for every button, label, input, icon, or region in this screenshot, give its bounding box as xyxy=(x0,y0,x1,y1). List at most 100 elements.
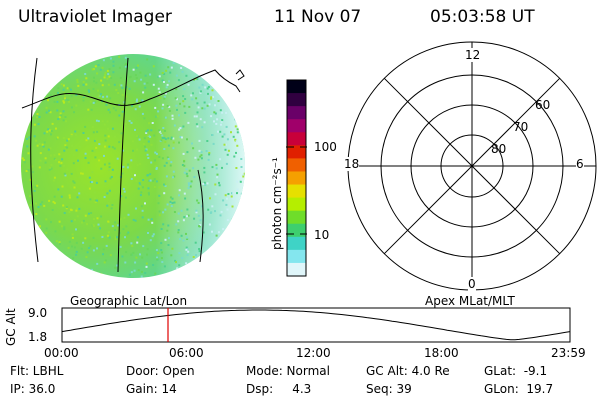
altitude-timeline xyxy=(61,307,571,343)
disk-speckle xyxy=(225,125,228,128)
disk-speckle xyxy=(173,124,176,127)
disk-speckle xyxy=(88,90,91,93)
disk-speckle xyxy=(140,275,143,278)
disk-speckle xyxy=(62,119,65,122)
disk-speckle xyxy=(104,145,106,148)
disk-speckle xyxy=(55,127,57,130)
disk-speckle xyxy=(193,176,196,178)
disk-speckle xyxy=(142,179,145,181)
disk-speckle xyxy=(236,192,238,195)
disk-speckle xyxy=(59,112,62,115)
disk-speckle xyxy=(157,76,160,78)
disk-speckle xyxy=(138,182,141,185)
disk-speckle xyxy=(213,111,216,114)
disk-speckle xyxy=(231,192,233,195)
disk-speckle xyxy=(203,166,206,169)
disk-speckle xyxy=(218,181,220,184)
disk-speckle xyxy=(146,58,149,61)
disk-speckle xyxy=(143,117,146,120)
disk-speckle xyxy=(125,225,128,228)
disk-speckle xyxy=(67,246,70,249)
disk-speckle xyxy=(48,109,51,112)
info-glat: GLat: -9.1 xyxy=(484,364,548,378)
disk-speckle xyxy=(114,221,117,224)
disk-speckle xyxy=(97,89,99,92)
disk-speckle xyxy=(177,212,180,215)
disk-speckle xyxy=(36,116,38,119)
disk-speckle xyxy=(158,91,161,94)
disk-speckle xyxy=(95,146,98,149)
disk-speckle xyxy=(158,186,161,189)
disk-speckle xyxy=(217,100,220,102)
disk-speckle xyxy=(186,138,188,141)
disk-speckle xyxy=(53,100,56,103)
disk-speckle xyxy=(190,94,193,97)
disk-speckle xyxy=(236,128,239,131)
disk-speckle xyxy=(44,161,47,164)
timeline-y-tick-min: 1.8 xyxy=(28,330,48,344)
disk-speckle xyxy=(63,149,66,152)
disk-speckle xyxy=(182,125,185,128)
disk-speckle xyxy=(181,257,184,260)
disk-speckle xyxy=(78,192,81,195)
disk-speckle xyxy=(211,89,214,92)
disk-speckle xyxy=(178,252,181,255)
disk-speckle xyxy=(134,261,137,264)
disk-speckle xyxy=(57,118,60,121)
timeline-x-tick-0: 00:00 xyxy=(44,346,79,360)
disk-speckle xyxy=(87,108,90,111)
disk-speckle xyxy=(195,254,197,257)
disk-speckle xyxy=(202,182,205,185)
disk-speckle xyxy=(66,146,69,149)
disk-speckle xyxy=(180,209,183,212)
disk-speckle xyxy=(74,218,76,221)
disk-speckle xyxy=(138,138,141,141)
disk-speckle xyxy=(145,131,148,134)
disk-speckle xyxy=(227,149,230,152)
polar-caption: Apex MLat/MLT xyxy=(425,294,515,308)
disk-speckle xyxy=(111,146,114,149)
disk-speckle xyxy=(174,259,177,262)
disk-speckle xyxy=(139,194,142,197)
disk-speckle xyxy=(127,213,130,216)
disk-speckle xyxy=(175,223,178,226)
disk-speckle xyxy=(156,115,159,118)
disk-speckle xyxy=(76,81,79,84)
disk-speckle xyxy=(183,216,186,218)
mlt-label-left: 18 xyxy=(344,157,360,171)
disk-speckle xyxy=(54,230,57,233)
disk-speckle xyxy=(150,161,153,164)
disk-speckle xyxy=(146,253,148,256)
disk-speckle xyxy=(148,122,151,125)
disk-speckle xyxy=(84,156,87,159)
disk-speckle xyxy=(80,172,82,175)
disk-speckle xyxy=(199,155,202,158)
disk-speckle xyxy=(61,158,64,161)
disk-speckle xyxy=(116,157,119,160)
disk-speckle xyxy=(171,202,174,204)
disk-speckle xyxy=(67,138,70,141)
disk-speckle xyxy=(211,166,214,169)
disk-speckle xyxy=(96,72,99,75)
disk-speckle xyxy=(191,142,193,145)
disk-speckle xyxy=(149,239,152,242)
disk-speckle xyxy=(168,105,171,108)
timeline-x-tick-1: 06:00 xyxy=(169,346,204,360)
disk-speckle xyxy=(114,135,116,138)
disk-speckle xyxy=(111,225,114,228)
disk-speckle xyxy=(108,166,111,169)
disk-speckle xyxy=(119,84,122,87)
disk-speckle xyxy=(193,78,195,81)
disk-speckle xyxy=(50,221,52,224)
disk-speckle xyxy=(200,151,203,154)
disk-speckle xyxy=(163,265,166,268)
disk-speckle xyxy=(57,188,60,191)
disk-speckle xyxy=(208,103,211,106)
colorbar-segment xyxy=(287,249,306,264)
disk-speckle xyxy=(136,98,138,101)
disk-speckle xyxy=(175,104,178,107)
disk-speckle xyxy=(60,195,63,198)
disk-speckle xyxy=(106,95,109,98)
disk-speckle xyxy=(94,65,97,68)
disk-speckle xyxy=(94,197,96,200)
